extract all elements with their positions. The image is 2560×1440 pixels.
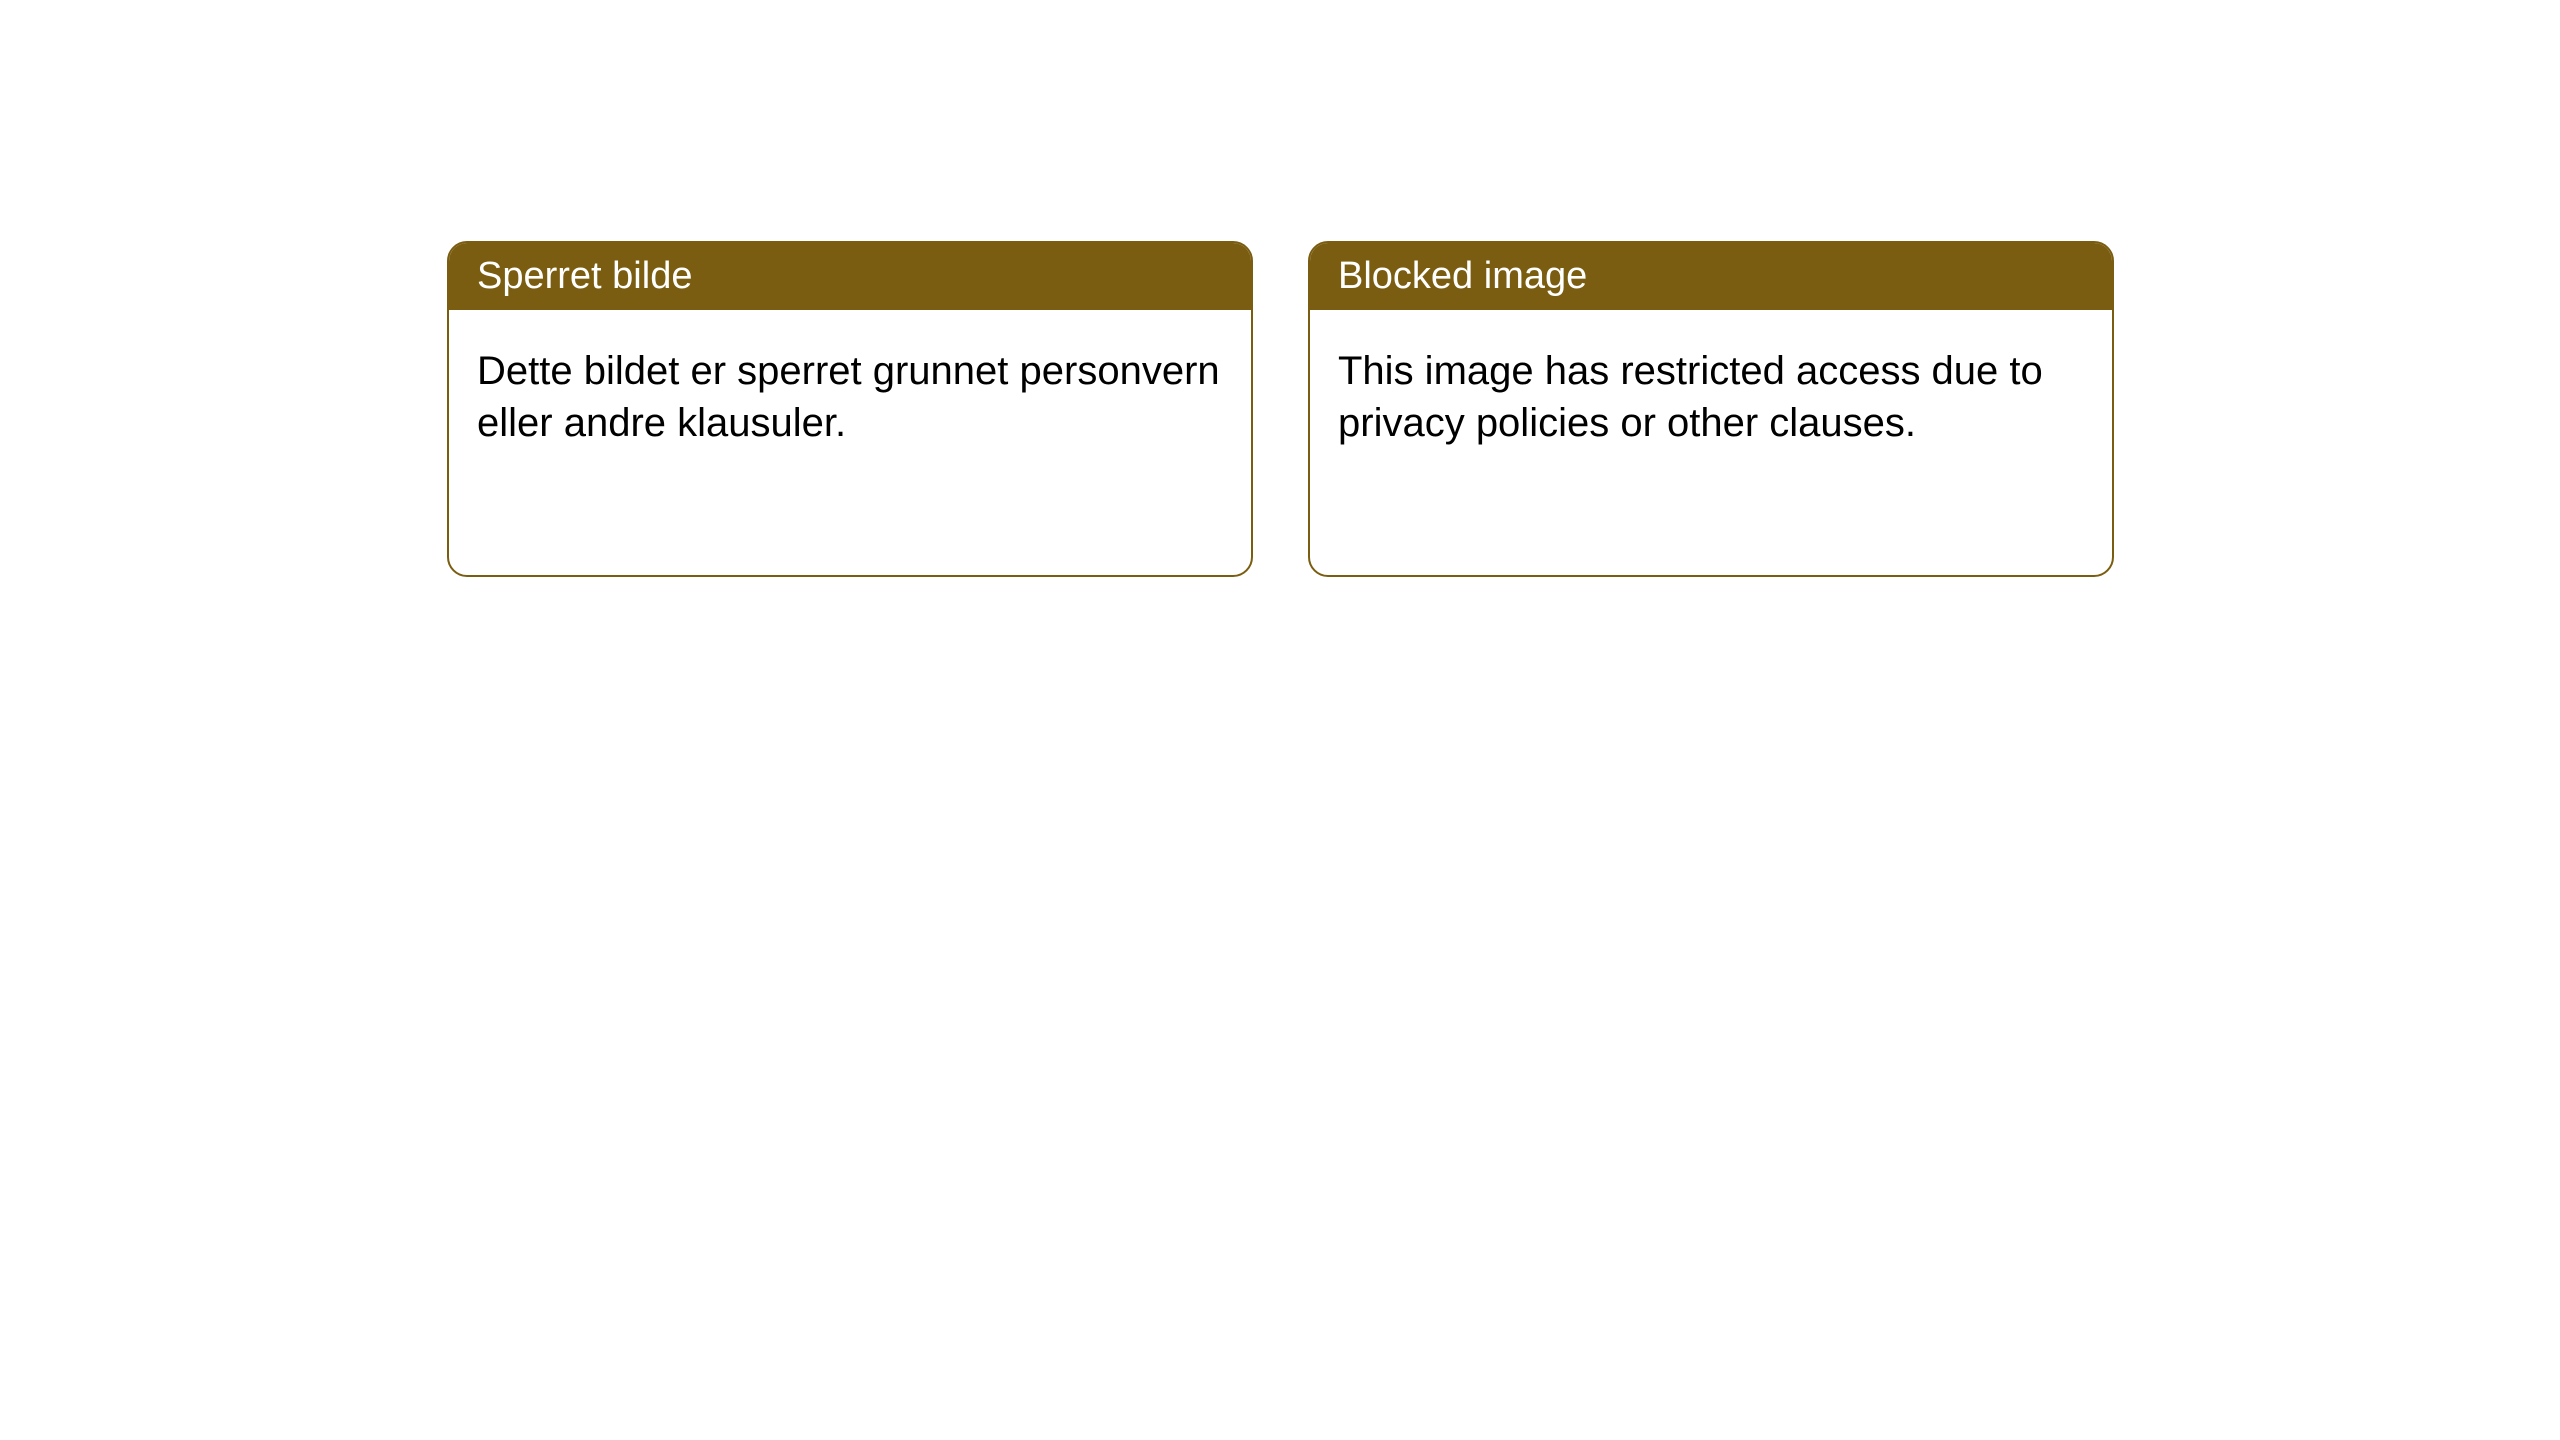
card-body: This image has restricted access due to … [1310, 310, 2112, 484]
card-body-text: Dette bildet er sperret grunnet personve… [477, 349, 1220, 445]
card-header: Sperret bilde [449, 243, 1251, 310]
notice-card-norwegian: Sperret bilde Dette bildet er sperret gr… [447, 241, 1253, 577]
card-header-text: Blocked image [1338, 255, 1587, 297]
card-header: Blocked image [1310, 243, 2112, 310]
card-body-text: This image has restricted access due to … [1338, 349, 2043, 445]
notice-cards-container: Sperret bilde Dette bildet er sperret gr… [0, 0, 2560, 577]
notice-card-english: Blocked image This image has restricted … [1308, 241, 2114, 577]
card-header-text: Sperret bilde [477, 255, 692, 297]
card-body: Dette bildet er sperret grunnet personve… [449, 310, 1251, 484]
